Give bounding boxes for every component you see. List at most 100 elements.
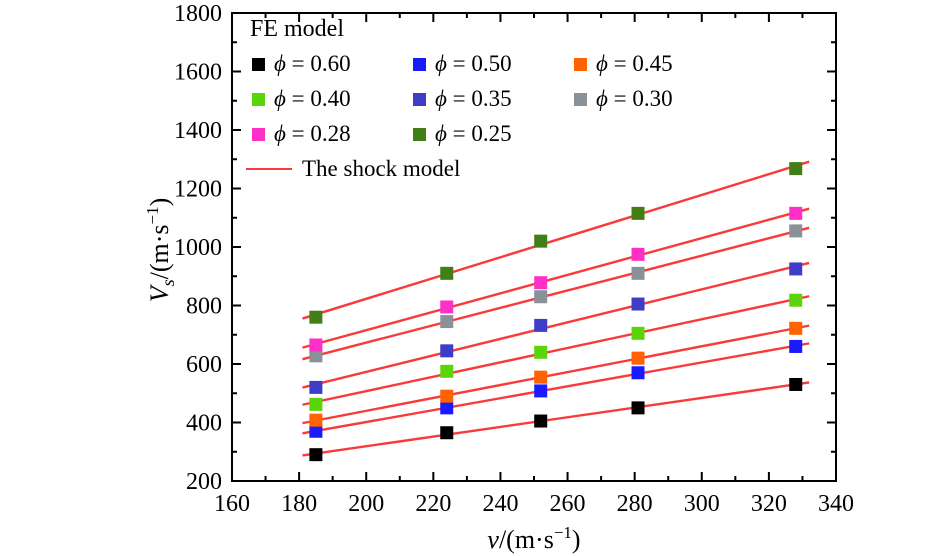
x-tick-label: 260 [550,491,586,517]
shock-model-line-sample [246,168,292,170]
data-point [309,349,323,363]
phi-symbol: ϕ [274,86,286,111]
legend-item: ϕ = 0.40 [240,86,401,112]
legend-item: ϕ = 0.50 [401,51,562,77]
data-point [440,266,454,280]
legend-item: ϕ = 0.60 [240,51,401,77]
data-point [631,266,645,280]
data-point [534,234,548,248]
y-tick-label: 800 [186,294,222,320]
data-point [534,345,548,359]
phi-symbol: ϕ [596,51,608,76]
x-axis-title: v/(m·s−1) [487,523,580,554]
shock-model-fit-line [302,295,810,406]
legend-swatch [252,57,265,71]
y-tick-label: 1600 [174,60,222,86]
x-tick-label: 280 [617,491,653,517]
y-tick-label: 1000 [174,235,222,261]
chart-legend: FE model ϕ = 0.60 ϕ = 0.50 ϕ = 0.45 ϕ = 0.4… [240,16,723,182]
legend-item-label: ϕ = 0.30 [596,86,673,111]
data-point [631,401,645,415]
data-point [440,344,454,358]
data-point [309,413,323,427]
phi-symbol: ϕ [435,86,447,111]
legend-item-label: ϕ = 0.25 [435,121,512,146]
data-point [631,297,645,311]
data-point [789,162,803,176]
shock-model-fit-line [302,160,810,320]
legend-swatch [413,127,426,141]
phi-symbol: ϕ [274,51,286,76]
data-point [534,276,548,290]
legend-item-label: ϕ = 0.40 [274,86,351,111]
legend-item-label: ϕ = 0.35 [435,86,512,111]
legend-shock-model-row: The shock model [240,156,723,182]
y-axis-title: Vs/(m·s−1) [143,198,178,303]
data-point [309,380,323,394]
x-tick-label: 240 [482,491,518,517]
data-point [534,318,548,332]
phi-symbol: ϕ [274,121,286,146]
data-point [534,370,548,384]
shock-model-fit-line [302,342,810,435]
data-point [309,338,323,352]
legend-item: ϕ = 0.28 [240,121,401,147]
x-tick-label: 160 [214,491,250,517]
x-tick-label: 200 [348,491,384,517]
data-point [440,300,454,314]
legend-item-label: ϕ = 0.50 [435,51,512,76]
data-point [631,326,645,340]
legend-swatch [252,92,265,106]
legend-swatch [413,57,426,71]
legend-swatch [252,127,265,141]
y-tick-label: 200 [186,469,222,495]
data-point [534,290,548,304]
x-tick-label: 340 [818,491,854,517]
y-tick-label: 1800 [174,1,222,27]
legend-item: ϕ = 0.35 [401,86,562,112]
data-point [631,206,645,220]
legend-swatch [413,92,426,106]
x-tick-label: 300 [684,491,720,517]
legend-row: ϕ = 0.40 ϕ = 0.35 ϕ = 0.30 [240,86,723,112]
data-point [440,364,454,378]
legend-item-label: ϕ = 0.45 [596,51,673,76]
data-point [789,293,803,307]
shock-model-fit-line [302,207,810,349]
legend-row: ϕ = 0.60 ϕ = 0.50 ϕ = 0.45 [240,51,723,77]
legend-item-label: ϕ = 0.28 [274,121,351,146]
legend-swatch [574,92,587,106]
data-point [789,206,803,220]
data-point [309,397,323,411]
y-tick-label: 1400 [174,118,222,144]
data-point [789,224,803,238]
shock-model-fit-line [302,261,810,389]
legend-swatch [574,57,587,71]
legend-item-label: ϕ = 0.60 [274,51,351,76]
y-tick-label: 1200 [174,177,222,203]
data-point [631,247,645,261]
data-point [631,351,645,365]
phi-symbol: ϕ [435,51,447,76]
shock-model-fit-line [302,226,810,361]
data-point [534,414,548,428]
data-point [309,424,323,438]
y-tick-label: 600 [186,352,222,378]
data-point [789,339,803,353]
shock-model-fit-line [302,324,810,425]
data-point [534,384,548,398]
legend-title: FE model [250,16,344,42]
data-point [440,389,454,403]
data-point [789,377,803,391]
shock-model-fit-line [302,381,810,457]
data-point [309,310,323,324]
legend-item: ϕ = 0.30 [562,86,723,112]
legend-grid: ϕ = 0.60 ϕ = 0.50 ϕ = 0.45 ϕ = 0.40 ϕ = 0.35… [240,51,723,147]
data-point [440,401,454,415]
data-point [789,321,803,335]
x-tick-label: 180 [281,491,317,517]
y-tick-label: 400 [186,411,222,437]
phi-symbol: ϕ [596,86,608,111]
legend-item: ϕ = 0.25 [401,121,562,147]
